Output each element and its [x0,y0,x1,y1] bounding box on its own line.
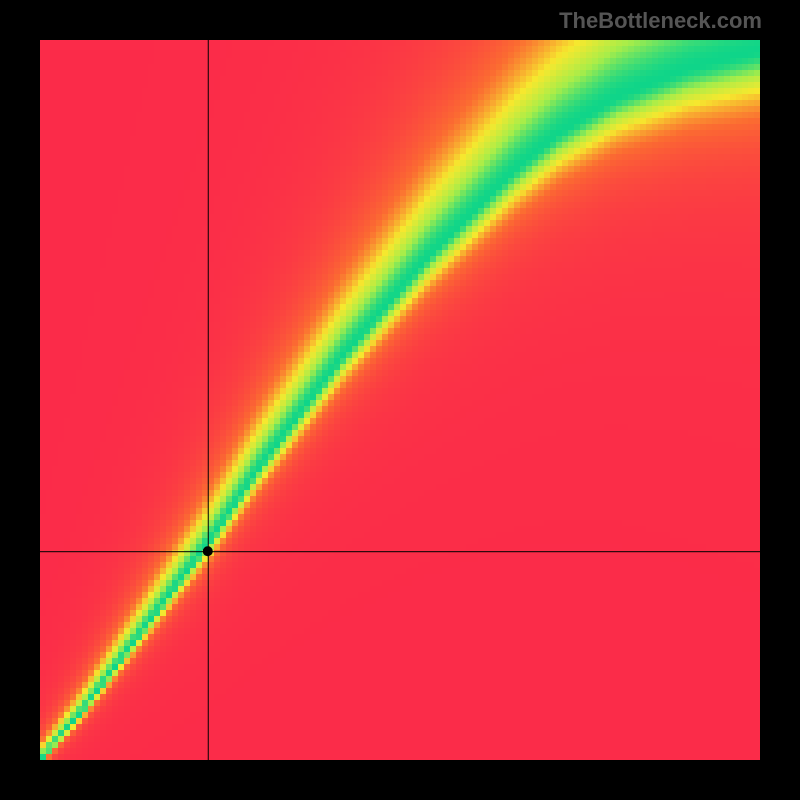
watermark-text: TheBottleneck.com [559,8,762,34]
bottleneck-heatmap [40,40,760,760]
